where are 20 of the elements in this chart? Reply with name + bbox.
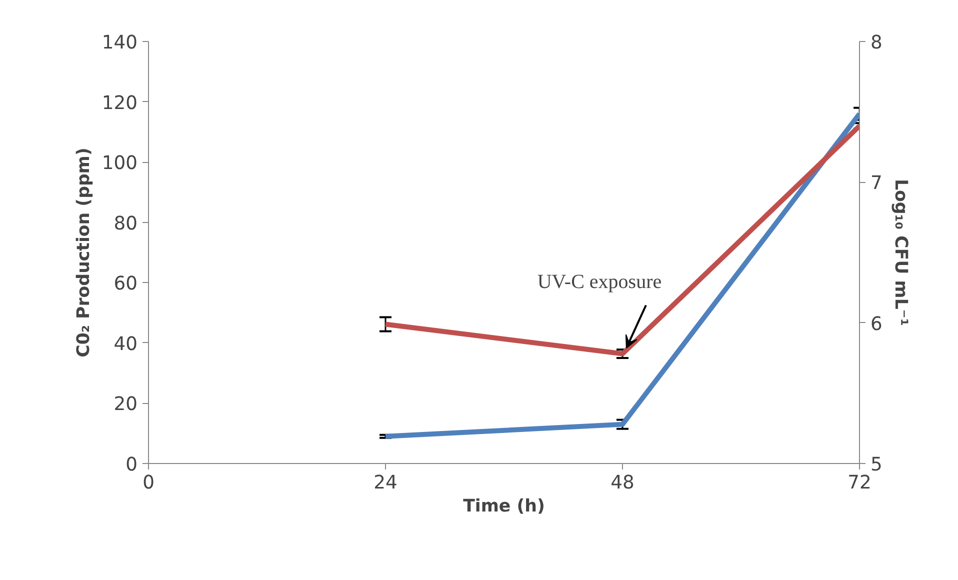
y-tick-label: 40: [114, 334, 138, 355]
x-tick-label: 0: [142, 472, 154, 494]
y-axis-title: C0₂ Production (ppm): [74, 148, 94, 358]
x-tick-label: 24: [374, 472, 398, 494]
y2-tick-label: 8: [870, 32, 882, 54]
y-tick-label: 120: [102, 92, 138, 114]
x-tick-label: 72: [848, 472, 872, 494]
y-tick-label: 0: [126, 454, 138, 476]
x-axis-title: Time (h): [463, 496, 545, 516]
y2-tick-label: 5: [870, 454, 882, 476]
y-tick-label: 80: [114, 213, 138, 234]
y-tick-label: 100: [102, 153, 138, 174]
y-tick-label: 140: [102, 32, 138, 54]
x-tick-label: 48: [610, 472, 634, 494]
y2-axis-title: Log₁₀ CFU mL⁻¹: [890, 178, 910, 326]
y2-tick-label: 6: [870, 314, 882, 335]
annotation: UV-C exposure: [537, 271, 662, 294]
y-tick-label: 20: [114, 394, 138, 416]
y2-tick-label: 7: [870, 173, 882, 194]
y-tick-label: 60: [114, 274, 138, 295]
